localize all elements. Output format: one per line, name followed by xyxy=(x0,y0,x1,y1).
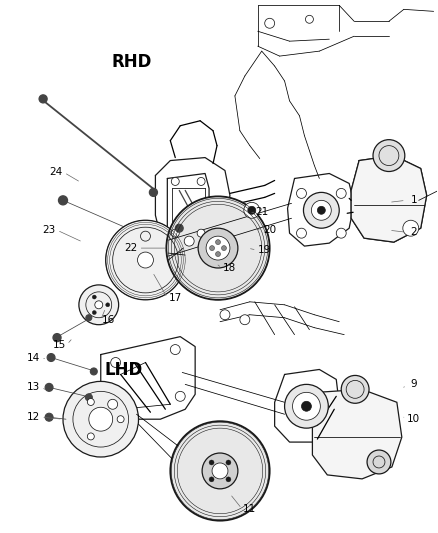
Circle shape xyxy=(215,252,220,256)
Text: 20: 20 xyxy=(263,225,276,235)
Circle shape xyxy=(297,228,307,238)
Circle shape xyxy=(265,18,275,28)
Circle shape xyxy=(149,188,157,196)
Circle shape xyxy=(111,358,120,367)
Text: 18: 18 xyxy=(223,263,237,273)
Circle shape xyxy=(305,15,314,23)
Circle shape xyxy=(304,192,339,228)
Circle shape xyxy=(215,240,220,245)
Circle shape xyxy=(175,224,183,232)
Circle shape xyxy=(89,407,113,431)
Text: 1: 1 xyxy=(410,196,417,205)
Text: 2: 2 xyxy=(410,227,417,237)
Circle shape xyxy=(222,246,226,251)
Circle shape xyxy=(170,345,180,354)
Circle shape xyxy=(244,203,260,218)
Circle shape xyxy=(171,229,179,237)
Circle shape xyxy=(198,228,238,268)
Circle shape xyxy=(92,295,96,299)
Circle shape xyxy=(87,399,94,406)
Polygon shape xyxy=(351,156,427,242)
Circle shape xyxy=(106,303,110,307)
Circle shape xyxy=(285,384,328,428)
Text: 9: 9 xyxy=(410,379,417,390)
Text: 14: 14 xyxy=(27,352,40,362)
Circle shape xyxy=(297,188,307,198)
Circle shape xyxy=(209,246,215,251)
Circle shape xyxy=(138,252,153,268)
Polygon shape xyxy=(312,389,402,479)
Circle shape xyxy=(301,401,311,411)
Text: 22: 22 xyxy=(124,243,137,253)
Circle shape xyxy=(170,421,270,521)
Circle shape xyxy=(45,413,53,421)
Circle shape xyxy=(106,220,185,300)
Circle shape xyxy=(403,220,419,236)
Circle shape xyxy=(209,477,214,482)
Circle shape xyxy=(206,236,230,260)
Circle shape xyxy=(53,334,61,342)
Text: 11: 11 xyxy=(243,504,256,514)
Text: 13: 13 xyxy=(27,382,40,392)
Circle shape xyxy=(117,416,124,423)
Text: 21: 21 xyxy=(255,207,268,217)
Circle shape xyxy=(86,315,92,321)
Circle shape xyxy=(226,477,231,482)
Text: LHD: LHD xyxy=(104,361,142,379)
Circle shape xyxy=(240,315,250,325)
Circle shape xyxy=(166,196,270,300)
Circle shape xyxy=(90,368,97,375)
Circle shape xyxy=(171,177,179,185)
Circle shape xyxy=(209,460,214,465)
Circle shape xyxy=(367,450,391,474)
Text: 19: 19 xyxy=(258,245,271,255)
Circle shape xyxy=(341,375,369,403)
Circle shape xyxy=(336,188,346,198)
Circle shape xyxy=(336,228,346,238)
Circle shape xyxy=(108,399,118,409)
Circle shape xyxy=(293,392,320,420)
Circle shape xyxy=(226,460,231,465)
Circle shape xyxy=(197,177,205,185)
Circle shape xyxy=(184,236,194,246)
Circle shape xyxy=(373,140,405,172)
Circle shape xyxy=(248,206,256,214)
Text: 16: 16 xyxy=(102,314,115,325)
Circle shape xyxy=(318,206,325,214)
Text: 15: 15 xyxy=(53,340,66,350)
Circle shape xyxy=(87,433,94,440)
Circle shape xyxy=(59,196,67,205)
Circle shape xyxy=(63,382,138,457)
Text: 17: 17 xyxy=(169,293,182,303)
Text: 10: 10 xyxy=(407,414,420,424)
Circle shape xyxy=(92,311,96,314)
Circle shape xyxy=(85,394,92,401)
Circle shape xyxy=(45,383,53,391)
Circle shape xyxy=(39,95,47,103)
Circle shape xyxy=(95,301,103,309)
Circle shape xyxy=(220,310,230,320)
Circle shape xyxy=(79,285,119,325)
Circle shape xyxy=(197,229,205,237)
Circle shape xyxy=(202,453,238,489)
Text: 12: 12 xyxy=(27,412,40,422)
Text: 23: 23 xyxy=(42,225,56,235)
Circle shape xyxy=(47,353,55,361)
Circle shape xyxy=(311,200,331,220)
Circle shape xyxy=(212,463,228,479)
Circle shape xyxy=(175,391,185,401)
Text: RHD: RHD xyxy=(112,53,152,71)
Text: 24: 24 xyxy=(49,167,63,177)
